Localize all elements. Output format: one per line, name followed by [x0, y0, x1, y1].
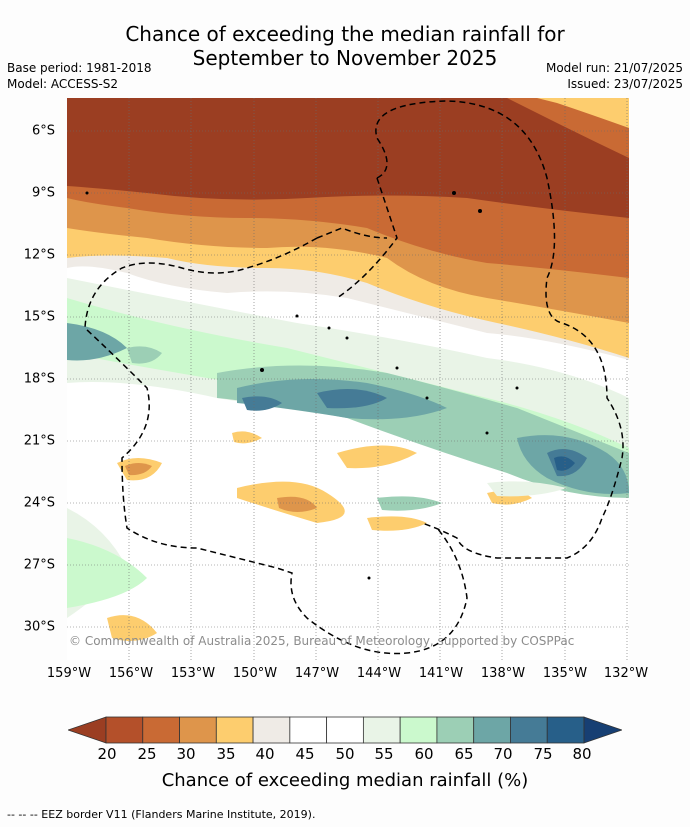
lon-label: 159°W [46, 666, 92, 681]
colorbar-cell [473, 716, 511, 744]
rainfall-map [67, 98, 629, 660]
lat-label: 6°S [31, 123, 55, 139]
colorbar-extend-low [68, 716, 107, 744]
colorbar-cell [289, 716, 328, 744]
lon-label: 138°W [480, 666, 526, 681]
copyright-notice: © Commonwealth of Australia 2025, Bureau… [69, 634, 575, 648]
colorbar-tick: 65 [454, 745, 474, 763]
colorbar-cell [215, 716, 254, 744]
lon-label: 141°W [418, 666, 464, 681]
lon-label: 132°W [603, 666, 649, 681]
colorbar-cell [252, 716, 291, 744]
colorbar-tick: 80 [572, 745, 592, 763]
colorbar-cell [179, 716, 217, 744]
colorbar-tick: 60 [414, 745, 434, 763]
colorbar-cell [399, 716, 438, 744]
chart-title: Chance of exceeding the median rainfall … [0, 22, 690, 70]
title-line-2: September to November 2025 [192, 46, 498, 70]
colorbar-cell [362, 716, 401, 744]
lon-label: 156°W [108, 666, 154, 681]
colorbar-tick: 35 [216, 745, 236, 763]
lon-label: 147°W [294, 666, 340, 681]
colorbar-cell [510, 716, 548, 744]
meta-right: Model run: 21/07/2025 Issued: 23/07/2025 [546, 60, 683, 92]
colorbar-label: Chance of exceeding median rainfall (%) [161, 770, 529, 791]
map-svg [67, 98, 629, 660]
colorbar-tick: 25 [137, 745, 157, 763]
lat-label: 30°S [23, 619, 55, 635]
graticule [67, 98, 629, 660]
colorbar-cell [142, 716, 180, 744]
eez-legend-footer: -- -- -- EEZ border V11 (Flanders Marine… [7, 808, 316, 821]
colorbar-extend-high [583, 716, 622, 744]
colorbar-tick: 45 [295, 745, 315, 763]
lat-label: 24°S [23, 495, 55, 511]
lat-label: 27°S [23, 557, 55, 573]
lat-label: 18°S [23, 371, 55, 387]
islands [85, 191, 519, 580]
colorbar-cell [105, 716, 144, 744]
lon-label: 150°W [232, 666, 278, 681]
lat-label: 15°S [23, 309, 55, 325]
colorbar [68, 716, 622, 744]
base-period: Base period: 1981-2018 [7, 61, 152, 75]
eez-border [84, 100, 624, 655]
colorbar-cell [436, 716, 475, 744]
colorbar-tick: 20 [97, 745, 117, 763]
model-run: Model run: 21/07/2025 [545, 61, 683, 75]
lon-label: 135°W [542, 666, 588, 681]
lat-label: 9°S [31, 185, 55, 201]
lon-label: 144°W [356, 666, 402, 681]
colorbar-tick: 70 [493, 745, 513, 763]
colorbar-tick: 40 [255, 745, 275, 763]
meta-left: Base period: 1981-2018 Model: ACCESS-S2 [7, 60, 152, 92]
colorbar-cell [546, 716, 585, 744]
colorbar-tick: 55 [374, 745, 394, 763]
colorbar-tick: 50 [335, 745, 355, 763]
model-name: Model: ACCESS-S2 [7, 77, 119, 91]
lon-label: 153°W [170, 666, 216, 681]
issued-date: Issued: 23/07/2025 [567, 77, 683, 91]
lat-label: 21°S [23, 433, 55, 449]
colorbar-tick: 30 [176, 745, 196, 763]
title-line-1: Chance of exceeding the median rainfall … [125, 22, 565, 46]
colorbar-cell [326, 716, 364, 744]
lat-label: 12°S [23, 247, 55, 263]
colorbar-tick: 75 [533, 745, 553, 763]
